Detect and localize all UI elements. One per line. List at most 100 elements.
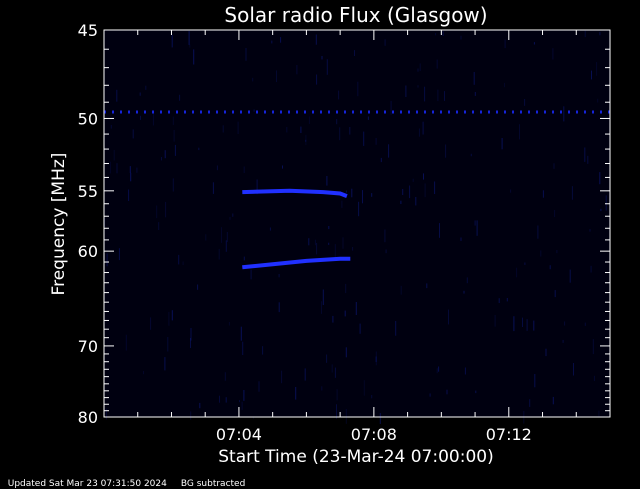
x-tick-label: 07:08: [351, 425, 397, 444]
noise-speck: [321, 386, 323, 391]
noise-speck: [504, 39, 506, 49]
noise-speck: [164, 150, 166, 159]
noise-speck: [188, 31, 190, 45]
noise-speck: [357, 81, 359, 97]
noise-speck: [341, 200, 343, 208]
noise-speck: [375, 138, 377, 145]
noise-speck: [395, 321, 397, 336]
noise-speck: [243, 166, 245, 173]
noise-speck: [375, 356, 377, 362]
noise-speck: [164, 357, 166, 371]
noise-speck: [128, 189, 130, 201]
noise-speck: [171, 34, 173, 48]
noise-speck: [338, 90, 340, 100]
noise-speck: [197, 284, 199, 290]
noise-speck: [296, 65, 298, 75]
noise-speck: [245, 48, 247, 61]
noise-speck: [129, 166, 131, 173]
background-noise: [104, 30, 607, 424]
noise-speck: [179, 94, 181, 101]
noise-speck: [439, 223, 440, 238]
noise-speck: [587, 155, 589, 164]
noise-speck: [106, 253, 108, 267]
noise-speck: [193, 49, 195, 65]
noise-speck: [321, 301, 322, 314]
noise-speck: [600, 208, 602, 212]
noise-speck: [336, 389, 338, 401]
noise-speck: [384, 229, 386, 243]
noise-speck: [590, 265, 592, 273]
noise-speck: [584, 30, 586, 38]
y-tick-label: 70: [78, 337, 98, 356]
noise-speck: [336, 119, 338, 125]
noise-speck: [173, 130, 175, 142]
noise-speck: [524, 99, 526, 106]
y-tick-label: 45: [78, 21, 98, 40]
noise-speck: [474, 220, 476, 226]
noise-speck: [242, 341, 244, 355]
noise-speck: [171, 310, 173, 321]
noise-speck: [321, 56, 323, 60]
noise-speck: [556, 250, 558, 254]
noise-speck: [584, 322, 586, 326]
noise-speck: [281, 370, 283, 384]
noise-speck: [116, 89, 118, 102]
noise-speck: [444, 91, 445, 101]
noise-speck: [139, 92, 141, 96]
noise-speck: [460, 35, 462, 40]
noise-speck: [315, 34, 317, 45]
noise-speck: [136, 167, 138, 173]
y-tick-label: 55: [78, 182, 98, 201]
noise-speck: [593, 375, 595, 381]
noise-speck: [591, 70, 592, 80]
noise-speck: [506, 298, 508, 302]
noise-speck: [516, 267, 518, 278]
noise-speck: [237, 121, 239, 134]
x-tick-label: 07:12: [486, 425, 532, 444]
noise-speck: [182, 261, 184, 265]
noise-speck: [475, 390, 477, 394]
noise-speck: [156, 205, 158, 219]
noise-speck: [549, 265, 551, 270]
plot-background: [104, 30, 610, 417]
noise-speck: [371, 193, 373, 197]
noise-speck: [104, 218, 106, 227]
noise-speck: [596, 62, 598, 76]
noise-speck: [510, 189, 512, 193]
noise-speck: [113, 149, 115, 161]
noise-speck: [552, 396, 554, 405]
noise-speck: [161, 157, 162, 161]
noise-speck: [258, 381, 260, 392]
noise-speck: [562, 339, 564, 343]
noise-speck: [417, 85, 419, 88]
noise-speck: [534, 374, 536, 388]
noise-speck: [326, 176, 328, 186]
noise-speck: [438, 366, 440, 372]
noise-speck: [332, 315, 334, 323]
noise-speck: [423, 173, 424, 180]
noise-speck: [474, 92, 476, 96]
noise-speck: [522, 317, 523, 327]
noise-speck: [513, 316, 515, 332]
noise-speck: [105, 408, 107, 420]
noise-speck: [409, 185, 411, 199]
noise-speck: [165, 201, 167, 218]
noise-speck: [174, 144, 176, 156]
noise-speck: [363, 131, 365, 146]
x-tick-label: 07:04: [216, 425, 262, 444]
emission-band-3: [242, 256, 351, 270]
noise-speck: [400, 200, 402, 204]
noise-speck: [424, 183, 426, 198]
noise-speck: [419, 63, 421, 71]
noise-speck: [240, 326, 242, 341]
noise-speck: [256, 179, 258, 195]
noise-speck: [470, 153, 472, 157]
noise-speck: [286, 127, 288, 133]
noise-speck: [252, 77, 254, 82]
noise-speck: [172, 178, 174, 192]
noise-speck: [599, 32, 601, 36]
noise-speck: [379, 413, 381, 424]
noise-speck: [199, 402, 201, 409]
noise-speck: [345, 190, 347, 193]
noise-speck: [460, 237, 462, 241]
